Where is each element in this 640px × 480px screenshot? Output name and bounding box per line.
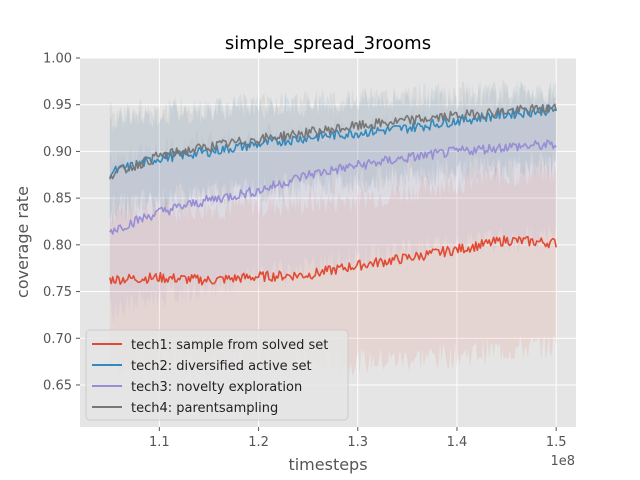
line-series-3	[109, 139, 557, 235]
y-tick-label: 0.80	[43, 238, 72, 253]
legend-label-tech2: tech2: diversified active set	[131, 359, 312, 374]
series-lines	[109, 103, 557, 286]
y-tick-label: 0.75	[43, 285, 72, 300]
chart-title: simple_spread_3rooms	[225, 33, 431, 54]
y-tick-label: 0.95	[43, 98, 72, 113]
x-axis-ticks: 1.1 1.2 1.3 1.4 1.5	[149, 427, 567, 450]
grid	[80, 57, 576, 427]
legend-label-tech1: tech1: sample from solved set	[131, 338, 328, 353]
x-tick-label: 1.4	[447, 435, 468, 450]
x-tick-label: 1.2	[248, 435, 269, 450]
x-tick-label: 1.1	[149, 435, 170, 450]
legend: tech1: sample from solved set tech2: div…	[85, 329, 349, 421]
line-series-4	[109, 103, 557, 180]
legend-label-tech3: tech3: novelty exploration	[131, 380, 302, 395]
legend-box	[85, 329, 349, 421]
x-axis-title: timesteps	[288, 455, 367, 474]
y-tick-label: 0.70	[43, 332, 72, 347]
y-tick-label: 0.65	[43, 378, 72, 393]
y-tick-label: 0.85	[43, 192, 72, 207]
y-axis-ticks: 0.65 0.70 0.75 0.80 0.85 0.90 0.95 1.00	[43, 52, 80, 393]
legend-label-tech4: tech4: parentsampling	[131, 401, 278, 416]
x-tick-label: 1.5	[546, 435, 567, 450]
x-axis-offset-label: 1e8	[550, 454, 575, 469]
line-series-2	[109, 104, 557, 179]
x-tick-label: 1.3	[347, 435, 368, 450]
line-series-1	[109, 235, 557, 286]
y-axis-title: coverage rate	[13, 186, 32, 298]
y-tick-label: 0.90	[43, 145, 72, 160]
y-tick-label: 1.00	[43, 52, 72, 67]
